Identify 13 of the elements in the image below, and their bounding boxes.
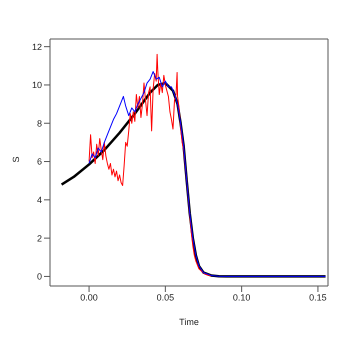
y-tick-label: 0 [36,272,42,282]
y-tick-label: 2 [36,233,42,244]
y-axis-title: S [11,156,22,162]
x-tick-label: 0.05 [156,292,174,302]
x-tick-label: 0.15 [309,292,327,302]
y-tick-label: 6 [36,156,42,167]
y-tick-label: 10 [32,80,42,90]
y-tick-label: 12 [32,42,42,52]
y-tick-label: 4 [36,195,42,206]
x-tick-label: 0.00 [80,292,98,302]
x-axis-title: Time [179,317,199,327]
x-tick-label: 0.10 [232,292,250,302]
y-tick-label: 8 [36,118,42,128]
